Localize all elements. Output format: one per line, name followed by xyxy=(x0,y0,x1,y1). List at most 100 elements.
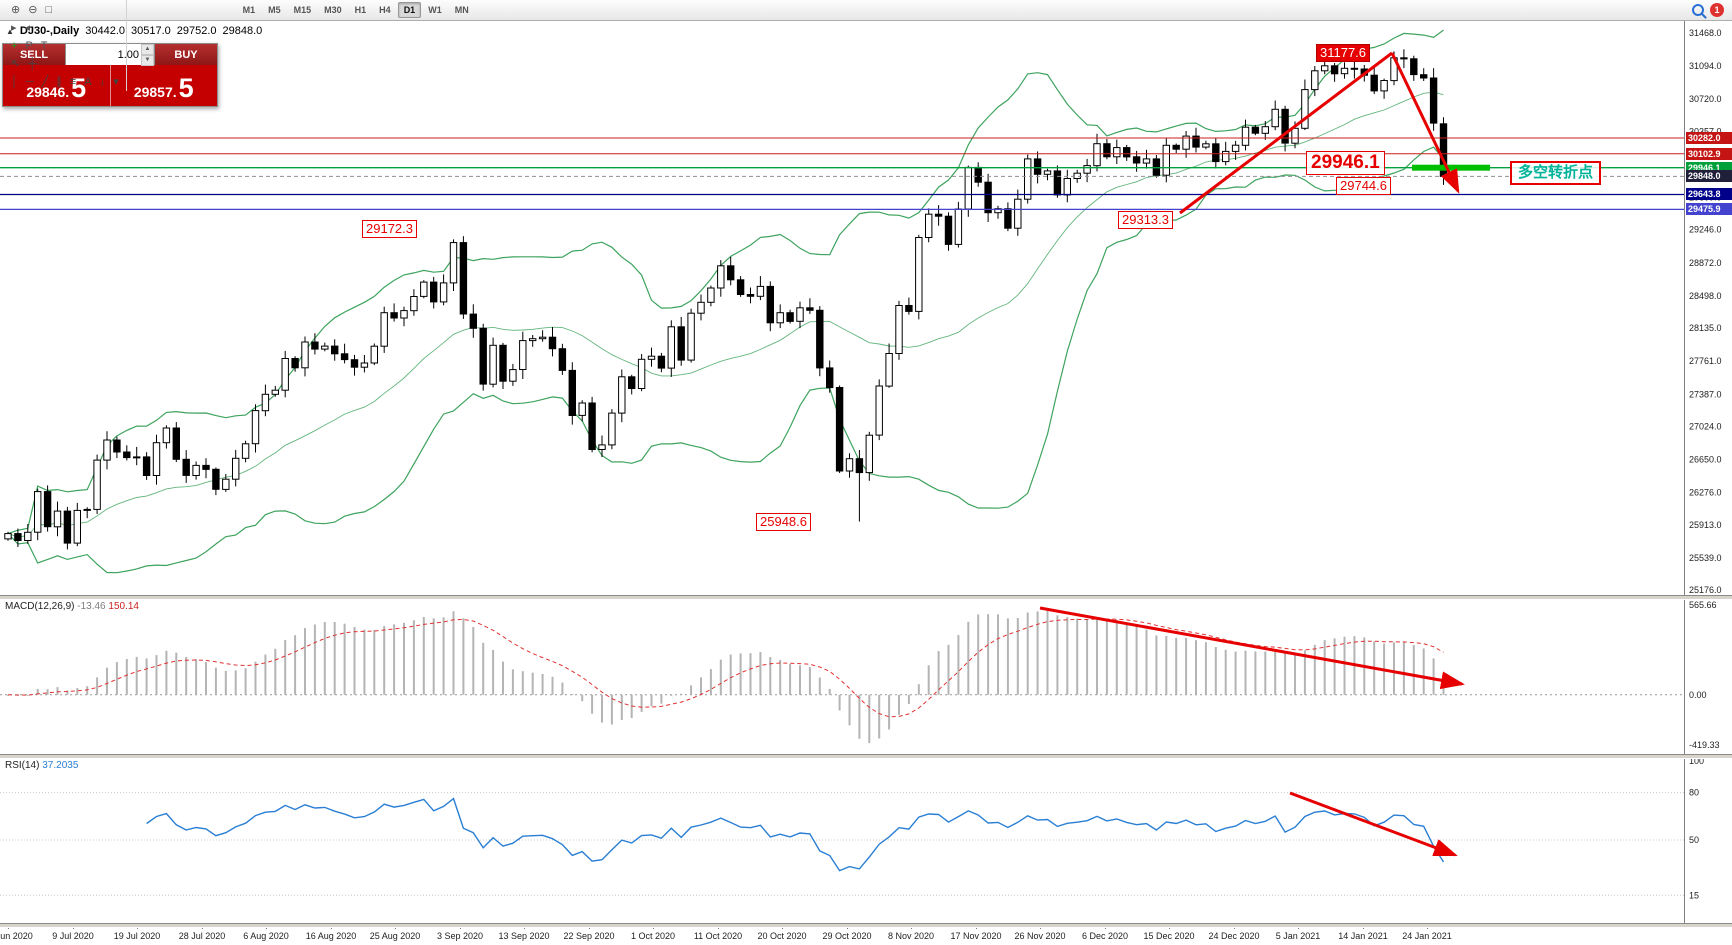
date-label: 11 Oct 2020 xyxy=(693,931,743,941)
one-click-trading-panel: SELL ▲ ▼ BUY 29846. 5 29857. 5 xyxy=(2,43,218,107)
panel-separator[interactable] xyxy=(0,595,1732,600)
chart-shift-button[interactable]: ◂ xyxy=(22,20,34,36)
tile-windows-button[interactable]: □ xyxy=(42,2,55,18)
timeframe-h1-button[interactable]: H1 xyxy=(354,5,367,15)
volume-control: ▲ ▼ xyxy=(65,44,155,66)
price-tag-29848.0: 29848.0 xyxy=(1686,170,1732,182)
timeframe-d1-button[interactable]: D1 xyxy=(397,2,422,18)
timeframe-h4-button[interactable]: H4 xyxy=(379,5,391,15)
date-label: 6 Aug 2020 xyxy=(243,931,289,941)
svg-text:31094.0: 31094.0 xyxy=(1689,61,1722,71)
svg-text:15: 15 xyxy=(1689,890,1699,900)
crosshair-button[interactable]: ┼ xyxy=(25,56,39,72)
svg-text:25176.0: 25176.0 xyxy=(1689,585,1722,595)
timeframe-m30-button[interactable]: M30 xyxy=(324,5,342,15)
indicators-button[interactable]: + xyxy=(8,38,20,54)
main-price-chart[interactable]: 31468.031094.030720.030357.029972.029609… xyxy=(0,21,1732,595)
timeframe-w1-button[interactable]: W1 xyxy=(428,5,442,15)
volume-down-icon[interactable]: ▼ xyxy=(141,55,154,66)
sell-button[interactable]: SELL xyxy=(3,44,65,65)
search-icon[interactable] xyxy=(1692,4,1704,16)
svg-text:565.66: 565.66 xyxy=(1689,600,1717,610)
templates-button[interactable]: T xyxy=(38,38,51,54)
date-label: 24 Dec 2020 xyxy=(1208,931,1260,941)
notification-badge[interactable]: 1 xyxy=(1710,3,1724,17)
timeframe-m1-button[interactable]: M1 xyxy=(242,5,256,15)
fibonacci-button[interactable]: ≡ xyxy=(67,74,79,90)
svg-text:0.00: 0.00 xyxy=(1689,690,1707,700)
date-label: 17 Nov 2020 xyxy=(950,931,1002,941)
svg-text:25913.0: 25913.0 xyxy=(1689,520,1722,530)
text-tool-button[interactable]: A xyxy=(81,74,94,90)
sell-price[interactable]: 29846. 5 xyxy=(26,73,87,103)
date-label: 24 Jan 2021 xyxy=(1402,931,1452,941)
svg-text:27024.0: 27024.0 xyxy=(1689,421,1722,431)
symbol-ohlc-header: ▲ DJ30-,Daily 30442.0 30517.0 29752.0 29… xyxy=(6,25,262,37)
fibonacci-icon: ≡ xyxy=(69,76,77,88)
trend-line-button[interactable]: ╱ xyxy=(39,74,52,90)
buy-price[interactable]: 29857. 5 xyxy=(109,65,218,106)
svg-text:28498.0: 28498.0 xyxy=(1689,291,1722,301)
svg-text:30357.0: 30357.0 xyxy=(1689,126,1722,136)
svg-text:28135.0: 28135.0 xyxy=(1689,323,1722,333)
trend-arrow xyxy=(1179,51,1393,215)
price-tag-29475.9: 29475.9 xyxy=(1686,203,1732,215)
charttype-group: ║▮~ xyxy=(4,0,127,1)
svg-text:80: 80 xyxy=(1689,788,1699,798)
label-29313: 29313.3 xyxy=(1118,211,1173,229)
timeframe-m15-button[interactable]: M15 xyxy=(293,5,312,15)
date-label: 30 Jun 2020 xyxy=(0,931,33,941)
timeframe-mn-button[interactable]: MN xyxy=(454,5,469,15)
cursor-group: ↖ ┼ xyxy=(4,55,127,73)
vertical-line-button[interactable]: │ xyxy=(8,74,21,90)
price-tag-30102.9: 30102.9 xyxy=(1686,148,1732,160)
macd-signal-line xyxy=(7,618,1444,718)
svg-text:50: 50 xyxy=(1689,835,1699,845)
volume-stepper: ▲ ▼ xyxy=(141,44,154,66)
candles-layer xyxy=(4,49,1448,550)
volume-input[interactable] xyxy=(66,44,141,65)
panel-separator[interactable] xyxy=(0,923,1732,928)
vertical-line-icon: │ xyxy=(11,76,18,88)
zoom-out-button[interactable]: ⊖ xyxy=(25,2,40,18)
label-29744: 29744.6 xyxy=(1336,177,1391,195)
buy-button[interactable]: BUY xyxy=(155,44,217,65)
periods-button[interactable]: P xyxy=(22,38,35,54)
shapes-button[interactable]: ▾ xyxy=(110,74,122,90)
svg-text:100: 100 xyxy=(1689,757,1704,766)
date-label: 5 Jan 2021 xyxy=(1275,931,1321,941)
collapse-panel-icon[interactable]: ▲ xyxy=(6,26,14,36)
date-label: 20 Oct 2020 xyxy=(757,931,807,941)
arrows-tool-button[interactable]: ↓ xyxy=(97,74,109,90)
cursor-button[interactable]: ↖ xyxy=(8,56,23,72)
timeframe-m5-button[interactable]: M5 xyxy=(268,5,281,15)
chart-stage: 31468.031094.030720.030357.029972.029609… xyxy=(0,21,1732,945)
ohlc-low: 29752.0 xyxy=(176,25,217,37)
date-label: 25 Aug 2020 xyxy=(369,931,421,941)
date-label: 16 Aug 2020 xyxy=(305,931,357,941)
bollinger-bands xyxy=(7,29,1444,574)
svg-text:30720.0: 30720.0 xyxy=(1689,94,1722,104)
ohlc-open: 30442.0 xyxy=(85,25,125,37)
horizontal-line-button[interactable]: ─ xyxy=(23,74,37,90)
date-label: 8 Nov 2020 xyxy=(887,931,935,941)
templates-icon: T xyxy=(40,40,48,52)
price-tag-29643.8: 29643.8 xyxy=(1686,188,1732,200)
macd-trend-arrow xyxy=(1039,606,1465,690)
toolbar: ▦⇅新订单▤▥▣▶自动交易║▮~⊕⊖□▸◂+PT↖┼│─╱∥≡A↓▾ M1M5M… xyxy=(0,0,1732,91)
chart-shift-icon: ◂ xyxy=(24,22,31,34)
date-label: 13 Sep 2020 xyxy=(498,931,550,941)
rsi-panel[interactable]: 100 80 50 15 xyxy=(0,757,1732,923)
auto-scroll-button[interactable]: ▸ xyxy=(8,20,20,36)
pivot-line-segment xyxy=(1412,164,1490,171)
svg-text:27387.0: 27387.0 xyxy=(1689,389,1722,399)
zoom-in-button[interactable]: ⊕ xyxy=(8,2,23,18)
timeframe-toolbar: M1 M5 M15 M30 H1 H4 D1 W1 MN xyxy=(237,2,475,18)
macd-panel[interactable]: 565.66 0.00 -419.33 xyxy=(0,598,1732,754)
panel-separator[interactable] xyxy=(0,754,1732,759)
equidistant-channel-button[interactable]: ∥ xyxy=(53,74,65,90)
cursor-icon: ↖ xyxy=(11,58,21,70)
volume-up-icon[interactable]: ▲ xyxy=(141,44,154,55)
zoom-group: ⊕ ⊖ □ xyxy=(4,1,127,19)
equidistant-channel-icon: ∥ xyxy=(56,76,62,88)
